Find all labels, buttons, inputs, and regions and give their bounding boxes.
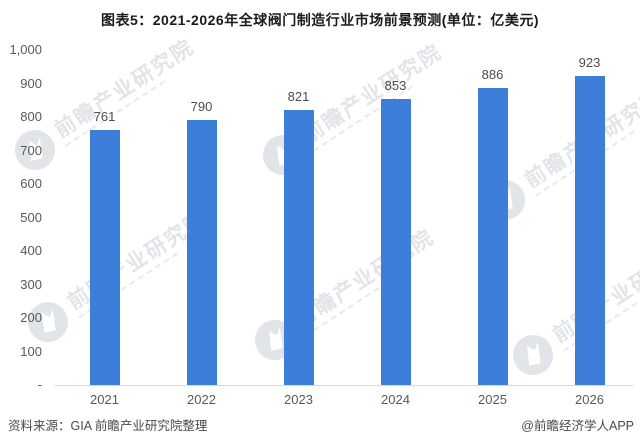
y-axis-tick-label: 100 <box>20 343 42 359</box>
bar-2024 <box>380 99 411 385</box>
x-axis-label: 2022 <box>187 392 216 407</box>
y-axis-tick-label: 1,000 <box>9 42 42 57</box>
bar-value-label: 923 <box>578 54 601 70</box>
bar-2021 <box>89 130 120 385</box>
bar-2023 <box>283 109 314 385</box>
bar-value-label: 761 <box>93 109 116 125</box>
y-axis-tick-label: - <box>37 377 42 392</box>
bar-value-label: 853 <box>384 78 407 94</box>
bar-value-label: 790 <box>190 99 213 115</box>
x-axis-label: 2024 <box>381 392 410 407</box>
y-axis-tick-label: 700 <box>20 142 42 158</box>
bar-2022 <box>186 120 217 385</box>
y-axis-tick-label: 600 <box>20 176 42 191</box>
bar-2026 <box>574 75 605 385</box>
bar-2025 <box>477 88 508 385</box>
y-axis-tick-label: 500 <box>20 209 42 225</box>
x-axis-label: 2023 <box>284 392 313 407</box>
source-note: 资料来源：GIA 前瞻产业研究院整理 <box>8 419 208 433</box>
credit-note: @前瞻经济学人APP <box>521 419 634 433</box>
chart-title: 图表5：2021-2026年全球阀门制造行业市场前景预测(单位：亿美元) <box>100 12 540 28</box>
bar-value-label: 821 <box>287 88 310 104</box>
bar-value-label: 886 <box>481 67 504 83</box>
y-axis-tick-label: 200 <box>20 310 42 325</box>
x-axis-label: 2021 <box>90 392 119 407</box>
y-axis-tick-label: 900 <box>20 75 42 91</box>
y-axis-tick-label: 800 <box>20 109 42 124</box>
y-axis-tick-label: 300 <box>20 276 42 292</box>
x-axis-line <box>55 385 633 386</box>
y-axis-tick-label: 400 <box>20 243 42 258</box>
x-axis-label: 2025 <box>478 392 507 407</box>
x-axis-label: 2026 <box>575 392 604 407</box>
